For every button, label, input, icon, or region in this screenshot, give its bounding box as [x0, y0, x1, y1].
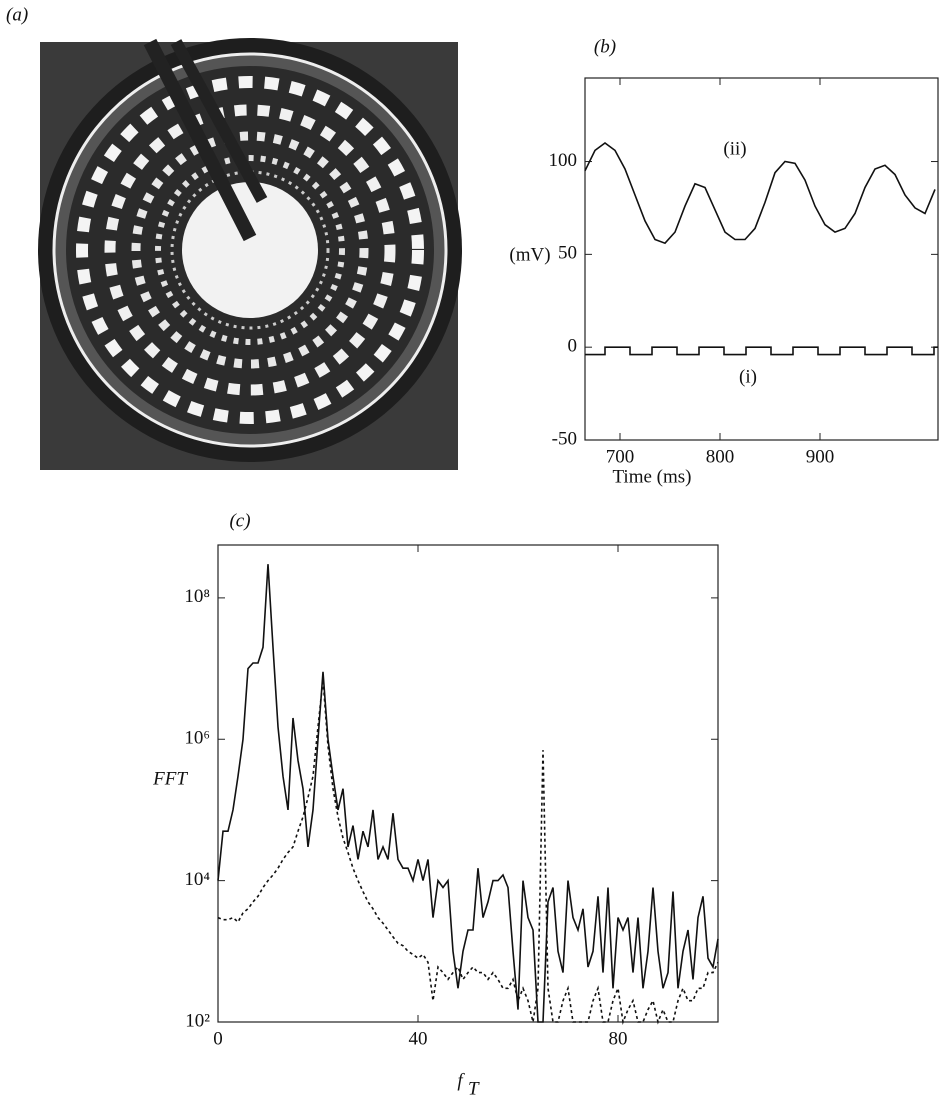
y-tick-label: 10⁸	[184, 586, 210, 607]
y-axis-label: (mV)	[509, 244, 550, 265]
panel-label: (a)	[6, 4, 28, 25]
x-tick-label: 80	[609, 1028, 628, 1049]
data-line	[585, 346, 938, 356]
data-line	[584, 142, 936, 245]
photo	[38, 38, 462, 470]
y-tick-label: 10²	[185, 1010, 210, 1031]
x-axis-label: Time (ms)	[612, 466, 691, 487]
chart-title: (c)	[229, 510, 250, 531]
x-axis-label: f	[457, 1070, 465, 1091]
data-line	[217, 564, 719, 1023]
series-label: (ii)	[723, 138, 746, 159]
y-tick-label: 10⁴	[184, 869, 210, 890]
x-tick-label: 700	[606, 446, 635, 467]
series-label: (i)	[739, 366, 757, 387]
y-axis-label: FFT	[152, 768, 188, 789]
x-axis-label-subscript: T	[468, 1078, 480, 1099]
x-tick-label: 40	[409, 1028, 428, 1049]
chart-title: (b)	[594, 36, 616, 57]
plot-frame	[217, 544, 719, 1023]
plot-frame	[584, 77, 939, 441]
y-tick-label: 0	[568, 336, 578, 357]
y-tick-label: 10⁶	[184, 728, 210, 749]
y-tick-label: 50	[558, 243, 577, 264]
data-line	[217, 679, 719, 1026]
x-tick-label: 800	[706, 446, 735, 467]
x-tick-label: 900	[806, 446, 835, 467]
x-tick-label: 0	[213, 1028, 223, 1049]
y-tick-label: -50	[552, 428, 577, 449]
y-tick-label: 100	[549, 150, 578, 171]
